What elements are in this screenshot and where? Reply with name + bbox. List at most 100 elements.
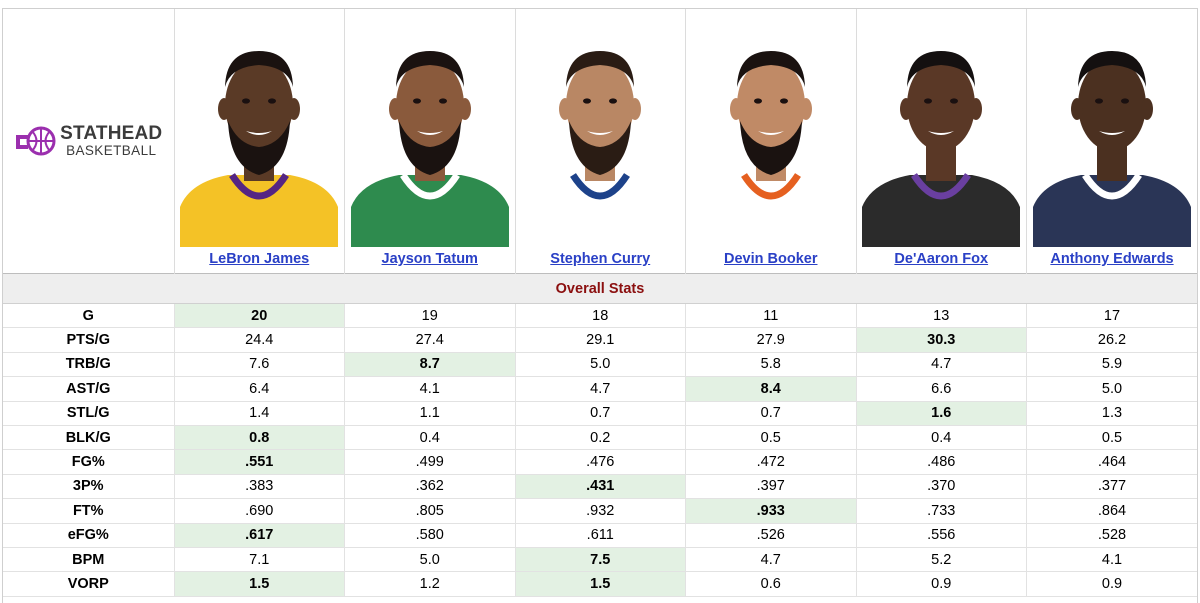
player-name-link-stephen-curry[interactable]: Stephen Curry — [550, 251, 651, 267]
stat-value: 1.5 — [174, 571, 345, 597]
stat-value: .383 — [174, 474, 345, 500]
stat-value: 26.2 — [1026, 327, 1197, 353]
stat-label: FT% — [3, 498, 175, 524]
stat-value: .370 — [856, 474, 1027, 500]
stat-value: 0.8 — [174, 425, 345, 451]
stat-value: 0.4 — [856, 425, 1027, 451]
stat-value: .377 — [1026, 474, 1197, 500]
stat-value: 13 — [856, 303, 1027, 329]
stat-value: 0.2 — [515, 425, 686, 451]
stat-value: .528 — [1026, 523, 1197, 548]
stat-value: 4.7 — [685, 547, 857, 573]
player-cell-jayson-tatum: Jayson Tatum — [344, 9, 516, 274]
logo-cell: STATHEAD BASKETBALL — [3, 9, 175, 274]
player-cell-lebron-james: LeBron James — [174, 9, 345, 274]
stat-value: .476 — [515, 449, 686, 475]
stat-value: 0.7 — [515, 401, 686, 426]
logo-wordmark-bottom: BASKETBALL — [66, 143, 157, 159]
stat-row-fg: FG% .551.499.476.472.486.464 — [3, 449, 1197, 475]
stat-value: 5.0 — [1026, 376, 1197, 402]
stat-value: .526 — [685, 523, 857, 548]
comparison-panel: STATHEAD BASKETBALL LeBron James Jayson T… — [2, 8, 1198, 603]
stat-value: 5.8 — [685, 352, 857, 378]
stathead-logo[interactable]: STATHEAD BASKETBALL — [3, 9, 174, 273]
player-cell-devin-booker: Devin Booker — [685, 9, 857, 274]
stat-row-ft: FT% .690.805.932.933.733.864 — [3, 498, 1197, 524]
stat-value: 7.5 — [515, 547, 686, 573]
stat-value: 0.7 — [685, 401, 857, 426]
player-headshot[interactable] — [1033, 17, 1191, 247]
stat-value: 0.9 — [1026, 571, 1197, 597]
player-headshot[interactable] — [521, 17, 680, 247]
player-headshot[interactable] — [691, 17, 850, 247]
player-cell-de-aaron-fox: De'Aaron Fox — [856, 9, 1027, 274]
stat-value: 27.4 — [344, 327, 516, 353]
stat-label: G — [3, 303, 175, 329]
stat-value: .617 — [174, 523, 345, 548]
stat-value: .690 — [174, 498, 345, 524]
player-headshot[interactable] — [862, 17, 1021, 247]
stat-value: .551 — [174, 449, 345, 475]
stat-value: 1.4 — [174, 401, 345, 426]
player-name-link-jayson-tatum[interactable]: Jayson Tatum — [381, 251, 478, 267]
stat-value: 6.4 — [174, 376, 345, 402]
stat-label: BLK/G — [3, 425, 175, 451]
player-name-link-lebron-james[interactable]: LeBron James — [209, 251, 310, 267]
stat-value: .805 — [344, 498, 516, 524]
stat-value: 0.4 — [344, 425, 516, 451]
stat-row-3p: 3P% .383.362.431.397.370.377 — [3, 474, 1197, 500]
stat-value: 1.2 — [344, 571, 516, 597]
stat-row-ast-g: AST/G 6.4 4.1 4.7 8.4 6.6 5.0 — [3, 376, 1197, 402]
stat-label: AST/G — [3, 376, 175, 402]
stat-value: 4.7 — [856, 352, 1027, 378]
stat-value: 5.0 — [344, 547, 516, 573]
stat-row-efg: eFG% .617.580.611.526.556.528 — [3, 523, 1197, 548]
stat-value: .864 — [1026, 498, 1197, 524]
stat-value: 5.2 — [856, 547, 1027, 573]
stat-value: 24.4 — [174, 327, 345, 353]
stat-value: 8.7 — [344, 352, 516, 378]
section-header-row: Overall Stats — [3, 273, 1197, 304]
stat-row-blk-g: BLK/G 0.8 0.4 0.2 0.5 0.4 0.5 — [3, 425, 1197, 451]
player-cell-anthony-edwards: Anthony Edwards — [1027, 9, 1198, 274]
stat-value: 18 — [515, 303, 686, 329]
stat-value: 17 — [1026, 303, 1197, 329]
stat-value: 5.9 — [1026, 352, 1197, 378]
stat-value: .580 — [344, 523, 516, 548]
stat-row-bpm: BPM 7.1 5.0 7.5 4.7 5.2 4.1 — [3, 547, 1197, 573]
player-name-link-de-aaron-fox[interactable]: De'Aaron Fox — [894, 251, 989, 267]
stat-row-stl-g: STL/G 1.4 1.1 0.7 0.7 1.6 1.3 — [3, 401, 1197, 426]
stat-value: 4.7 — [515, 376, 686, 402]
stat-value: .397 — [685, 474, 857, 500]
stat-value: 7.1 — [174, 547, 345, 573]
logo-wordmark-top: STATHEAD — [60, 123, 163, 145]
stat-row-trb-g: TRB/G 7.6 8.7 5.0 5.8 4.7 5.9 — [3, 352, 1197, 378]
stat-label: TRB/G — [3, 352, 175, 378]
player-name-link-devin-booker[interactable]: Devin Booker — [724, 251, 818, 267]
stat-value: .486 — [856, 449, 1027, 475]
stat-value: 0.5 — [685, 425, 857, 451]
stat-value: 4.1 — [1026, 547, 1197, 573]
stat-label: BPM — [3, 547, 175, 573]
player-cell-stephen-curry: Stephen Curry — [515, 9, 686, 274]
stat-value: 27.9 — [685, 327, 857, 353]
stat-value: 5.0 — [515, 352, 686, 378]
stat-value: 29.1 — [515, 327, 686, 353]
player-headshot[interactable] — [180, 17, 339, 247]
stat-value: 30.3 — [856, 327, 1027, 353]
stat-label: STL/G — [3, 401, 175, 426]
stat-label: FG% — [3, 449, 175, 475]
stat-value: 0.9 — [856, 571, 1027, 597]
player-name-link-anthony-edwards[interactable]: Anthony Edwards — [1050, 251, 1174, 267]
player-header-row: STATHEAD BASKETBALL LeBron James Jayson T… — [3, 9, 1197, 274]
stat-value: .556 — [856, 523, 1027, 548]
stat-row-pts-g: PTS/G 24.4 27.4 29.1 27.9 30.3 26.2 — [3, 327, 1197, 353]
player-headshot[interactable] — [350, 17, 509, 247]
stat-value: .611 — [515, 523, 686, 548]
section-title: Overall Stats — [3, 273, 1197, 304]
stat-value: .499 — [344, 449, 516, 475]
stat-value: .733 — [856, 498, 1027, 524]
stat-value: 20 — [174, 303, 345, 329]
basketball-logo-icon — [16, 126, 56, 156]
stat-label: VORP — [3, 571, 175, 597]
